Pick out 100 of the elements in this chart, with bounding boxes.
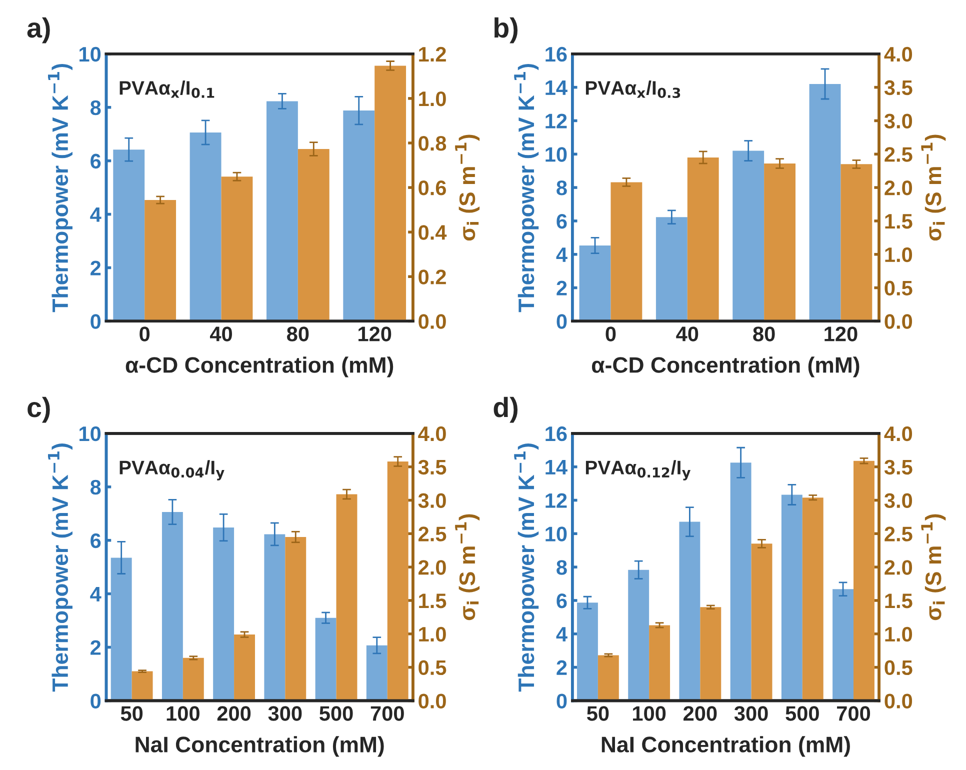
x-axis-title: α-CD Concentration (mM) — [592, 356, 860, 378]
y2-tick-label: 1.0 — [885, 247, 912, 262]
chart-title: c) — [28, 396, 50, 423]
y2-tick-label: 4.0 — [884, 426, 912, 442]
y-tick-label: 6 — [556, 214, 567, 229]
y2-tick-label: 0.2 — [418, 270, 446, 284]
x-tick-label: 700 — [837, 706, 870, 721]
x-tick-label: 300 — [268, 706, 302, 721]
y-tick-label: 2 — [90, 260, 101, 276]
y2-axis-title: σ$_{i}$ (S m$^{−1}$) — [455, 514, 480, 620]
y-tick-label: 14 — [546, 460, 568, 474]
y-tick-label: 2 — [556, 660, 567, 675]
x-tick-label: 50 — [587, 706, 609, 721]
annotation: PVAα$_{0.04}$/I$_{y}$ — [120, 460, 224, 480]
bar — [387, 461, 408, 701]
y2-tick-label: 1.0 — [885, 626, 912, 642]
x-tick-label: 0 — [140, 326, 150, 342]
y-axis-title: Thermopower (mV K$^{−1}$) — [514, 444, 539, 692]
y-tick-label: 6 — [90, 533, 101, 548]
y-tick-label: 12 — [546, 493, 567, 508]
y2-tick-label: 1.5 — [419, 594, 446, 608]
y2-tick-label: 2.0 — [418, 560, 446, 575]
y2-tick-label: 4.0 — [418, 426, 446, 442]
y2-tick-label: 1.5 — [885, 214, 912, 229]
y-tick-label: 6 — [90, 154, 101, 169]
y2-tick-label: 0.0 — [884, 694, 912, 708]
y2-axis-title: σ$_{i}$ (S m$^{−1}$) — [455, 134, 480, 241]
x-tick-label: 200 — [217, 706, 251, 721]
y2-axis-title: σ$_{i}$ (S m$^{−1}$) — [921, 514, 946, 620]
y-tick-label: 10 — [80, 426, 101, 442]
y-axis-title: Thermopower (mV K$^{−1}$) — [48, 64, 72, 312]
bar — [366, 645, 388, 701]
y-tick-label: 0 — [556, 694, 567, 708]
x-tick-label: 100 — [166, 706, 200, 721]
y2-tick-label: 3.0 — [418, 493, 446, 508]
x-tick-label: 40 — [210, 326, 232, 342]
y-tick-label: 2 — [556, 280, 567, 296]
y-tick-label: 8 — [556, 180, 567, 196]
bar — [854, 460, 874, 701]
y-tick-label: 10 — [80, 46, 101, 62]
y2-tick-label: 0.8 — [418, 136, 446, 151]
y2-tick-label: 2.5 — [418, 526, 446, 542]
y-tick-label: 8 — [90, 100, 101, 116]
y2-tick-label: 3.0 — [884, 114, 912, 128]
y-tick-label: 8 — [556, 560, 567, 575]
bar — [182, 658, 204, 701]
y2-tick-label: 2.5 — [884, 147, 912, 162]
y2-tick-label: 2.0 — [884, 180, 912, 196]
bar — [162, 512, 183, 701]
y2-tick-label: 1.5 — [885, 594, 912, 608]
y-tick-label: 16 — [546, 426, 567, 442]
y2-tick-label: 0.0 — [418, 314, 446, 329]
x-tick-label: 500 — [320, 706, 353, 721]
x-axis-title: α-CD Concentration (mM) — [126, 356, 394, 378]
y2-tick-label: 0.5 — [418, 660, 446, 676]
x-tick-label: 80 — [287, 326, 309, 342]
x-tick-label: 80 — [753, 326, 775, 342]
y2-tick-label: 0.5 — [884, 660, 912, 676]
x-tick-label: 100 — [632, 706, 666, 721]
y-tick-label: 12 — [546, 114, 567, 128]
y-axis-title: Thermopower (mV K$^{−1}$) — [514, 64, 539, 312]
x-tick-label: 40 — [676, 326, 698, 342]
x-tick-label: 50 — [120, 706, 143, 721]
y2-tick-label: 2.0 — [884, 560, 912, 575]
x-tick-label: 300 — [734, 706, 768, 721]
y-tick-label: 0 — [90, 314, 101, 329]
y-tick-label: 6 — [556, 593, 567, 608]
y2-axis-title: σ$_{i}$ (S m$^{−1}$) — [921, 134, 946, 241]
y2-tick-label: 0.0 — [884, 314, 912, 329]
y2-tick-label: 0.0 — [418, 694, 446, 708]
x-axis-title: NaI Concentration (mM) — [602, 736, 850, 757]
y2-tick-label: 0.6 — [418, 180, 446, 196]
y-tick-label: 0 — [556, 314, 567, 329]
chart-title: a) — [27, 17, 50, 44]
y-tick-label: 0 — [90, 694, 101, 708]
y-tick-label: 16 — [546, 46, 567, 62]
y2-tick-label: 4.0 — [884, 46, 912, 62]
y2-tick-label: 0.5 — [884, 280, 912, 296]
x-tick-label: 120 — [824, 326, 858, 342]
y-tick-label: 4 — [90, 207, 102, 222]
y2-tick-label: 3.5 — [884, 460, 912, 475]
annotation: PVAα$_{x}$/I$_{0.3}$ — [586, 80, 680, 98]
x-tick-label: 120 — [358, 326, 392, 342]
y-tick-label: 4 — [556, 627, 568, 642]
y2-tick-label: 1.0 — [419, 91, 446, 106]
annotation: PVAα$_{0.12}$/I$_{y}$ — [586, 460, 691, 480]
annotation: PVAα$_{x}$/I$_{0.1}$ — [120, 80, 214, 98]
y-tick-label: 8 — [90, 480, 101, 495]
x-tick-label: 0 — [606, 326, 616, 342]
bar — [132, 671, 153, 701]
y-axis-title: Thermopower (mV K$^{−1}$) — [48, 444, 72, 692]
chart-title: b) — [494, 17, 518, 44]
x-tick-label: 700 — [370, 706, 404, 721]
y-tick-label: 10 — [546, 526, 567, 542]
y-tick-label: 14 — [546, 80, 568, 95]
bar — [213, 528, 234, 701]
y2-tick-label: 3.5 — [884, 80, 912, 96]
y-tick-label: 10 — [546, 147, 567, 162]
y2-tick-label: 1.2 — [419, 46, 446, 62]
y-tick-label: 4 — [90, 587, 102, 602]
